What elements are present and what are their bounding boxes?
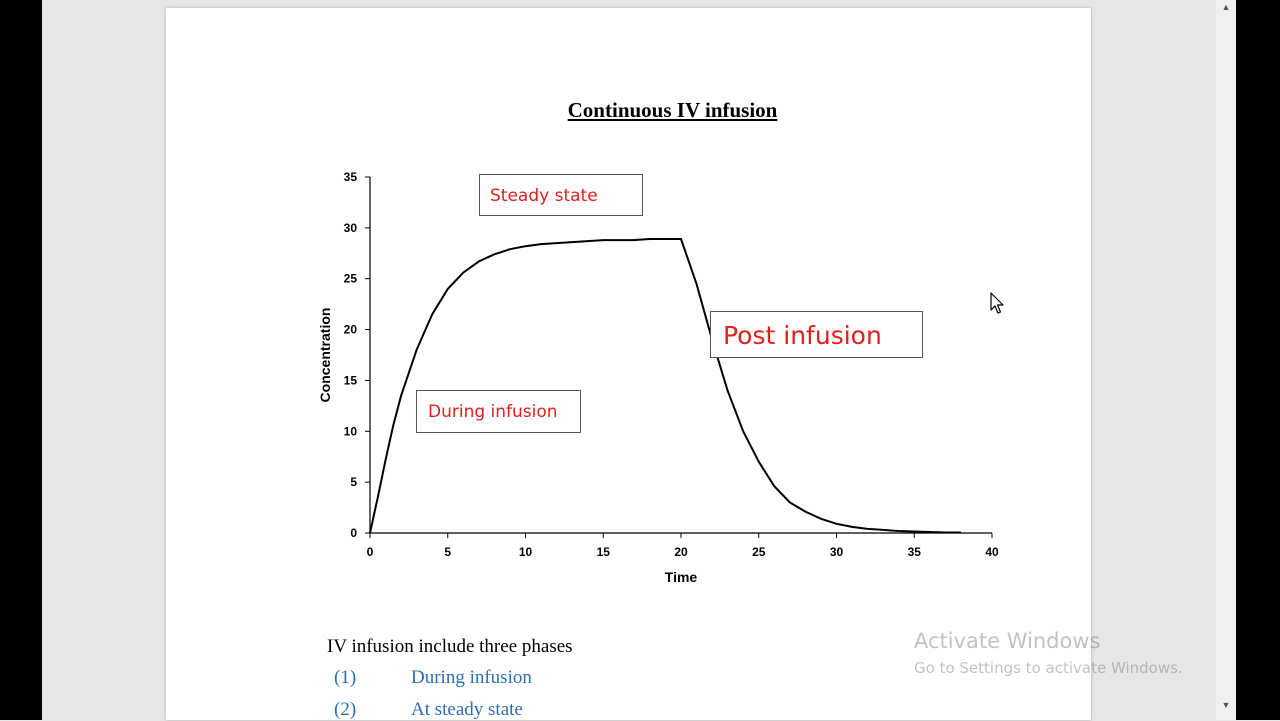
left-black-bar bbox=[0, 0, 42, 720]
scroll-down-arrow-icon[interactable]: ▼ bbox=[1221, 700, 1231, 710]
post-infusion-annotation: Post infusion bbox=[710, 311, 923, 358]
x-tick-label: 20 bbox=[674, 545, 688, 559]
x-tick-label: 0 bbox=[367, 545, 374, 559]
x-tick-label: 30 bbox=[830, 545, 844, 559]
y-tick-label: 25 bbox=[344, 272, 358, 286]
scroll-up-arrow-icon[interactable]: ▲ bbox=[1221, 2, 1231, 12]
right-black-bar bbox=[1236, 0, 1280, 720]
y-tick-label: 5 bbox=[350, 475, 357, 489]
y-tick-label: 0 bbox=[350, 526, 357, 540]
x-tick-label: 5 bbox=[444, 545, 451, 559]
x-tick-label: 35 bbox=[908, 545, 922, 559]
document-title: Continuous IV infusion bbox=[567, 98, 778, 122]
y-tick-label: 10 bbox=[344, 424, 358, 438]
vertical-scrollbar[interactable]: ▲ ▼ bbox=[1216, 0, 1236, 720]
phase-2-label: At steady state bbox=[411, 699, 523, 720]
document-page bbox=[166, 8, 1091, 720]
chart-tick-labels: 0 5 10 15 20 25 30 35 40 0 5 10 15 20 25 30 35 bbox=[344, 170, 999, 559]
intro-text: IV infusion include three phases bbox=[327, 636, 573, 657]
phase-1-number: (1) bbox=[334, 667, 357, 688]
y-tick-label: 30 bbox=[344, 221, 358, 235]
activate-windows-subtitle: Go to Settings to activate Windows. bbox=[914, 659, 1183, 677]
steady-state-annotation: Steady state bbox=[479, 174, 643, 216]
y-axis-title: Concentration bbox=[317, 308, 333, 403]
x-axis-title: Time bbox=[665, 569, 698, 585]
x-tick-label: 15 bbox=[597, 545, 611, 559]
concentration-curve bbox=[369, 238, 961, 534]
mouse-cursor-icon bbox=[990, 292, 1004, 314]
x-tick-label: 25 bbox=[752, 545, 766, 559]
activate-windows-title: Activate Windows bbox=[914, 629, 1101, 653]
during-infusion-annotation: During infusion bbox=[416, 390, 581, 433]
chart-ticks bbox=[365, 176, 993, 538]
phase-1-label: During infusion bbox=[411, 667, 532, 688]
y-tick-label: 20 bbox=[344, 323, 358, 337]
x-tick-label: 10 bbox=[519, 545, 533, 559]
phase-2-number: (2) bbox=[334, 699, 357, 720]
y-tick-label: 35 bbox=[344, 170, 358, 184]
x-tick-label: 40 bbox=[985, 545, 999, 559]
y-tick-label: 15 bbox=[344, 373, 358, 387]
